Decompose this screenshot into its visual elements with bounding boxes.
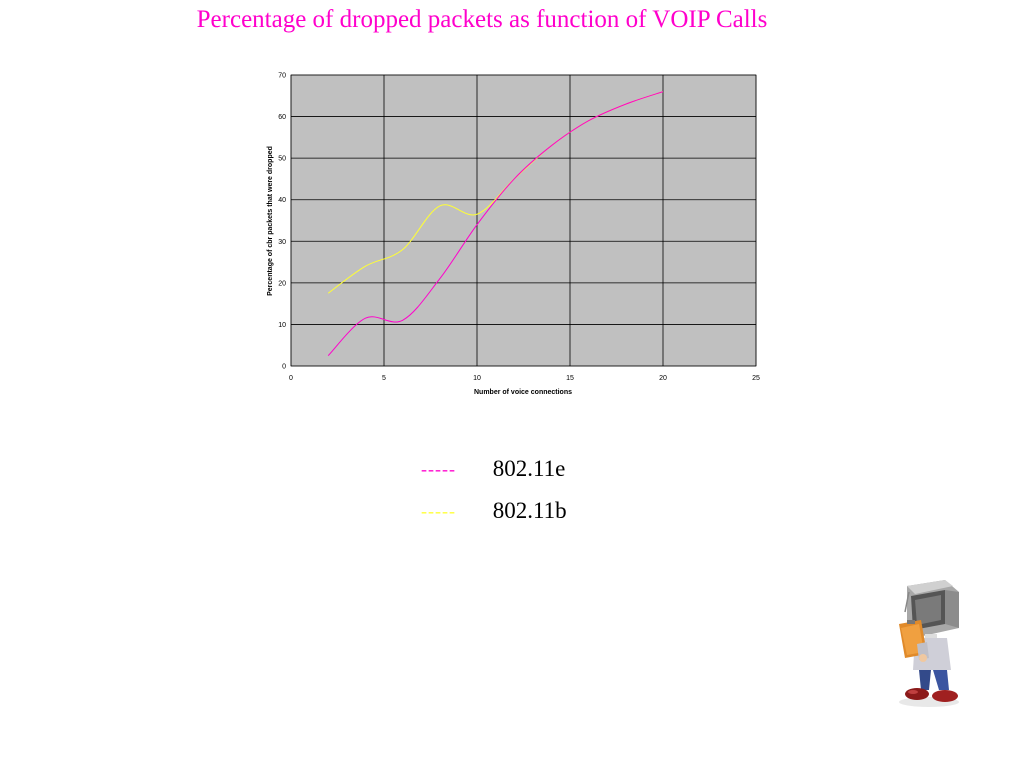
series-line-802-11e: [327, 91, 664, 356]
tick-labels: 0 10 20 30 40 50 60 70 0 5 10 15 20 25: [278, 73, 760, 383]
y-tick-label: 40: [278, 197, 286, 204]
legend-item-802-11b: ----- 802.11b: [421, 496, 567, 538]
legend-dash-802-11b: -----: [421, 501, 456, 521]
gridlines: [290, 74, 757, 367]
y-axis-label: Percentage of cbr packets that were drop…: [267, 146, 274, 296]
y-tick-label: 70: [278, 73, 286, 80]
y-tick-label: 30: [278, 239, 286, 246]
x-axis-label: Number of voice connections: [474, 389, 572, 396]
slide-title: Percentage of dropped packets as functio…: [196, 6, 768, 33]
legend-item-802-11e: ----- 802.11e: [421, 454, 567, 496]
y-tick-label: 10: [278, 322, 286, 329]
legend-label-802-11b: 802.11b: [492, 498, 567, 523]
y-tick-label: 60: [278, 114, 286, 121]
y-tick-label: 50: [278, 156, 286, 163]
x-tick-label: 15: [566, 375, 574, 382]
x-tick-label: 5: [382, 375, 386, 382]
legend-label-802-11e: 802.11e: [492, 456, 566, 481]
x-tick-label: 20: [659, 375, 667, 382]
series-lines: [327, 91, 664, 356]
x-tick-label: 10: [473, 375, 481, 382]
x-tick-label: 0: [289, 375, 293, 382]
legend: ----- 802.11e ----- 802.11b: [421, 454, 567, 538]
plot-background: [290, 74, 757, 367]
x-tick-label: 25: [752, 375, 760, 382]
line-chart: 0 10 20 30 40 50 60 70 0 5 10 15 20 25 Number of voic…: [267, 73, 760, 397]
plot-area: [290, 74, 757, 367]
computer-head-character-icon: [899, 580, 959, 707]
legend-dash-802-11e: -----: [421, 459, 456, 479]
y-tick-label: 0: [282, 364, 286, 371]
y-tick-label: 20: [278, 280, 286, 287]
